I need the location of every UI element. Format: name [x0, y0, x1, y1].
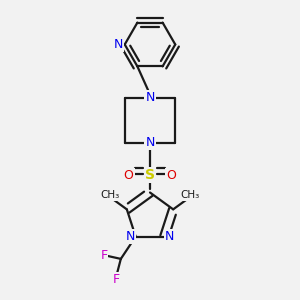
Text: N: N — [126, 230, 135, 243]
Text: CH₃: CH₃ — [100, 190, 119, 200]
Text: N: N — [114, 38, 124, 51]
Text: CH₃: CH₃ — [181, 190, 200, 200]
Text: N: N — [165, 230, 174, 243]
Text: O: O — [167, 169, 176, 182]
Text: N: N — [145, 92, 155, 104]
Text: O: O — [124, 169, 134, 182]
Text: F: F — [100, 249, 107, 262]
Text: S: S — [145, 168, 155, 182]
Text: N: N — [145, 136, 155, 149]
Text: F: F — [113, 273, 120, 286]
